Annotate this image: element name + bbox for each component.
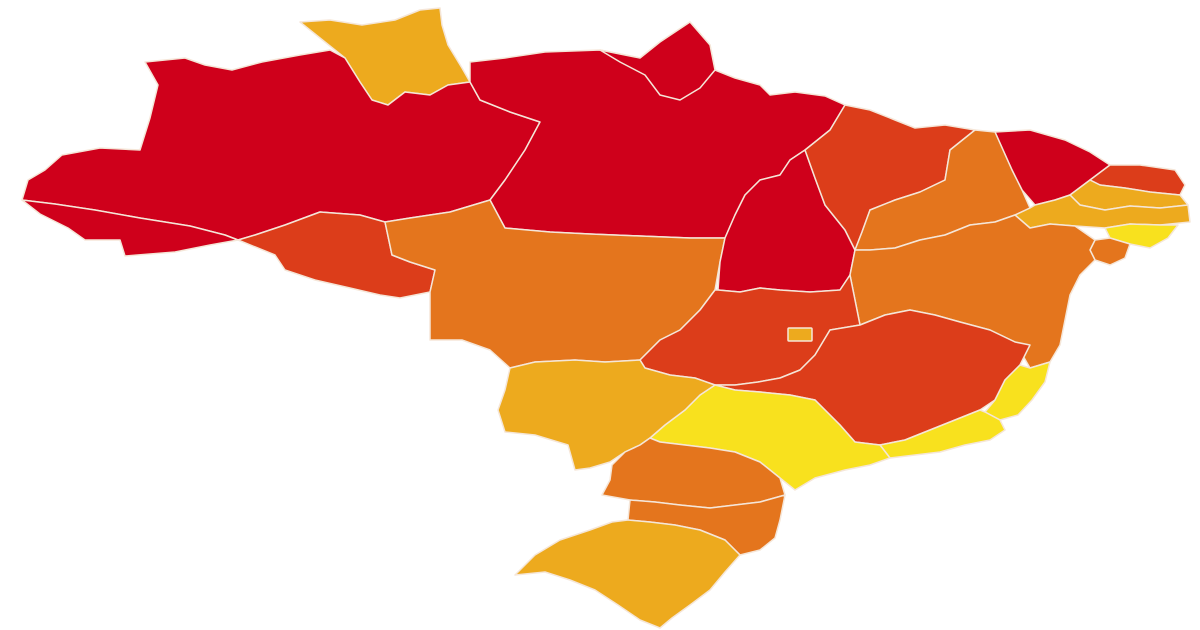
state-MS[interactable]: [497, 359, 716, 471]
state-RS[interactable]: [514, 519, 741, 629]
state-AC[interactable]: [21, 199, 239, 257]
state-DF[interactable]: [787, 327, 813, 342]
state-RJ[interactable]: [879, 409, 1006, 459]
state-AP[interactable]: [599, 21, 716, 101]
state-SE[interactable]: [1089, 237, 1131, 266]
